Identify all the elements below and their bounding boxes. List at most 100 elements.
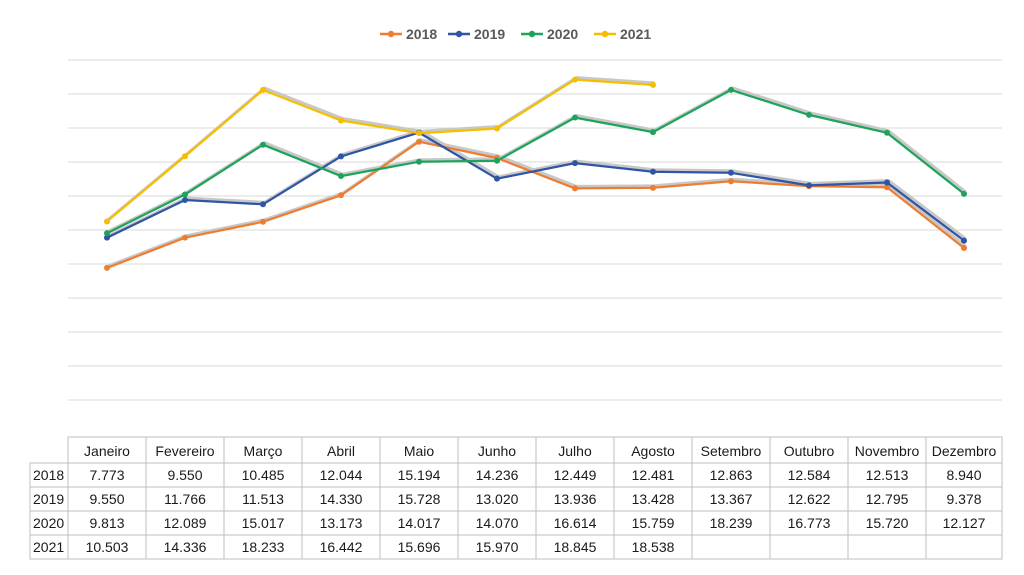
data-point-2020 xyxy=(182,191,188,198)
data-point-2020 xyxy=(884,129,890,136)
series-line-2021 xyxy=(106,78,654,223)
table-header-Março: Março xyxy=(244,443,283,459)
data-point-2018 xyxy=(182,234,188,241)
data-label-2018: 8.940 xyxy=(946,467,981,483)
data-label-2021: 15.696 xyxy=(398,539,441,555)
data-point-2018 xyxy=(104,264,110,271)
table-row-label-2021: 2021 xyxy=(33,539,64,555)
legend-item-2020: 2020 xyxy=(521,26,578,42)
data-point-2019 xyxy=(494,175,500,182)
data-table: Janeiro Fevereiro Março Abril Maio Junho Julho… xyxy=(29,436,1003,560)
data-label-2018: 12.044 xyxy=(320,467,363,483)
legend-item-2021: 2021 xyxy=(594,26,651,42)
table-header-Julho: Julho xyxy=(558,443,592,459)
legend-label: 2018 xyxy=(406,26,437,42)
data-label-2021: 18.233 xyxy=(242,539,285,555)
legend-item-2019: 2019 xyxy=(448,26,505,42)
legend-label: 2021 xyxy=(620,26,651,42)
chart-legend: 2018 2019 2020 2021 xyxy=(380,26,651,42)
data-point-2020 xyxy=(728,86,734,93)
data-point-2020 xyxy=(650,129,656,136)
legend-marker xyxy=(387,30,395,38)
data-label-2018: 14.236 xyxy=(476,467,519,483)
legend-marker xyxy=(455,30,463,38)
series-line-2019 xyxy=(106,131,965,242)
data-point-2019 xyxy=(572,160,578,167)
data-label-2020: 15.017 xyxy=(242,515,285,531)
data-label-2019: 9.550 xyxy=(89,491,124,507)
data-point-2019 xyxy=(806,182,812,189)
data-point-2020 xyxy=(494,157,500,164)
data-label-2018: 12.481 xyxy=(632,467,675,483)
data-point-2019 xyxy=(961,237,967,244)
data-point-2018 xyxy=(961,245,967,252)
table-header-Outubro: Outubro xyxy=(784,443,835,459)
table-header-Fevereiro: Fevereiro xyxy=(155,443,214,459)
data-label-2018: 12.584 xyxy=(788,467,831,483)
legend-item-2018: 2018 xyxy=(380,26,437,42)
table-cell xyxy=(847,534,927,560)
data-point-2019 xyxy=(338,153,344,160)
data-point-2021 xyxy=(572,76,578,83)
data-point-2021 xyxy=(104,218,110,225)
table-row-label-2019: 2019 xyxy=(33,491,64,507)
series-lines xyxy=(106,78,965,269)
data-label-2019: 11.766 xyxy=(164,491,206,507)
table-header-Dezembro: Dezembro xyxy=(932,443,997,459)
data-label-2020: 13.173 xyxy=(320,515,363,531)
table-row-label-2020: 2020 xyxy=(33,515,64,531)
data-label-2019: 9.378 xyxy=(946,491,981,507)
data-point-2019 xyxy=(884,179,890,186)
data-label-2020: 14.017 xyxy=(398,515,441,531)
data-point-2021 xyxy=(416,130,422,137)
data-label-2021: 16.442 xyxy=(320,539,363,555)
data-point-2018 xyxy=(416,138,422,145)
legend-marker xyxy=(601,30,609,38)
data-label-2019: 13.936 xyxy=(554,491,597,507)
data-label-2019: 13.367 xyxy=(710,491,753,507)
data-label-2020: 9.813 xyxy=(89,515,124,531)
data-point-2019 xyxy=(182,196,188,203)
data-label-2020: 12.127 xyxy=(943,515,986,531)
data-point-2021 xyxy=(338,117,344,124)
table-header-Setembro: Setembro xyxy=(701,443,762,459)
table-cell xyxy=(691,534,771,560)
data-point-2020 xyxy=(104,230,110,237)
data-label-2021: 10.503 xyxy=(86,539,129,555)
legend-label: 2019 xyxy=(474,26,505,42)
data-label-2018: 9.550 xyxy=(167,467,202,483)
data-label-2019: 13.428 xyxy=(632,491,675,507)
data-label-2018: 12.513 xyxy=(866,467,909,483)
table-header-Agosto: Agosto xyxy=(631,443,675,459)
data-label-2021: 18.845 xyxy=(554,539,597,555)
data-point-2020 xyxy=(572,114,578,121)
table-cell xyxy=(925,534,1003,560)
data-point-2019 xyxy=(650,168,656,175)
data-label-2018: 12.863 xyxy=(710,467,753,483)
data-point-2019 xyxy=(104,234,110,241)
legend-label: 2020 xyxy=(547,26,578,42)
data-label-2019: 12.622 xyxy=(788,491,831,507)
data-label-2019: 11.513 xyxy=(242,491,284,507)
data-label-2019: 13.020 xyxy=(476,491,519,507)
data-label-2020: 14.070 xyxy=(476,515,519,531)
table-header-Maio: Maio xyxy=(404,443,435,459)
data-point-2020 xyxy=(961,190,967,197)
data-point-2021 xyxy=(650,81,656,88)
data-point-2018 xyxy=(650,184,656,191)
data-point-2018 xyxy=(338,192,344,199)
data-label-2019: 12.795 xyxy=(866,491,909,507)
data-label-2021: 18.538 xyxy=(632,539,675,555)
data-point-2021 xyxy=(494,125,500,132)
data-label-2020: 18.239 xyxy=(710,515,753,531)
data-label-2019: 14.330 xyxy=(320,491,363,507)
data-label-2018: 15.194 xyxy=(398,467,441,483)
table-row-label-2018: 2018 xyxy=(33,467,64,483)
data-label-2018: 12.449 xyxy=(554,467,597,483)
data-point-2019 xyxy=(260,201,266,208)
series-shadow-2019 xyxy=(107,129,967,240)
data-point-2018 xyxy=(728,178,734,185)
data-label-2020: 12.089 xyxy=(164,515,207,531)
table-header-Junho: Junho xyxy=(478,443,516,459)
data-label-2018: 10.485 xyxy=(242,467,285,483)
